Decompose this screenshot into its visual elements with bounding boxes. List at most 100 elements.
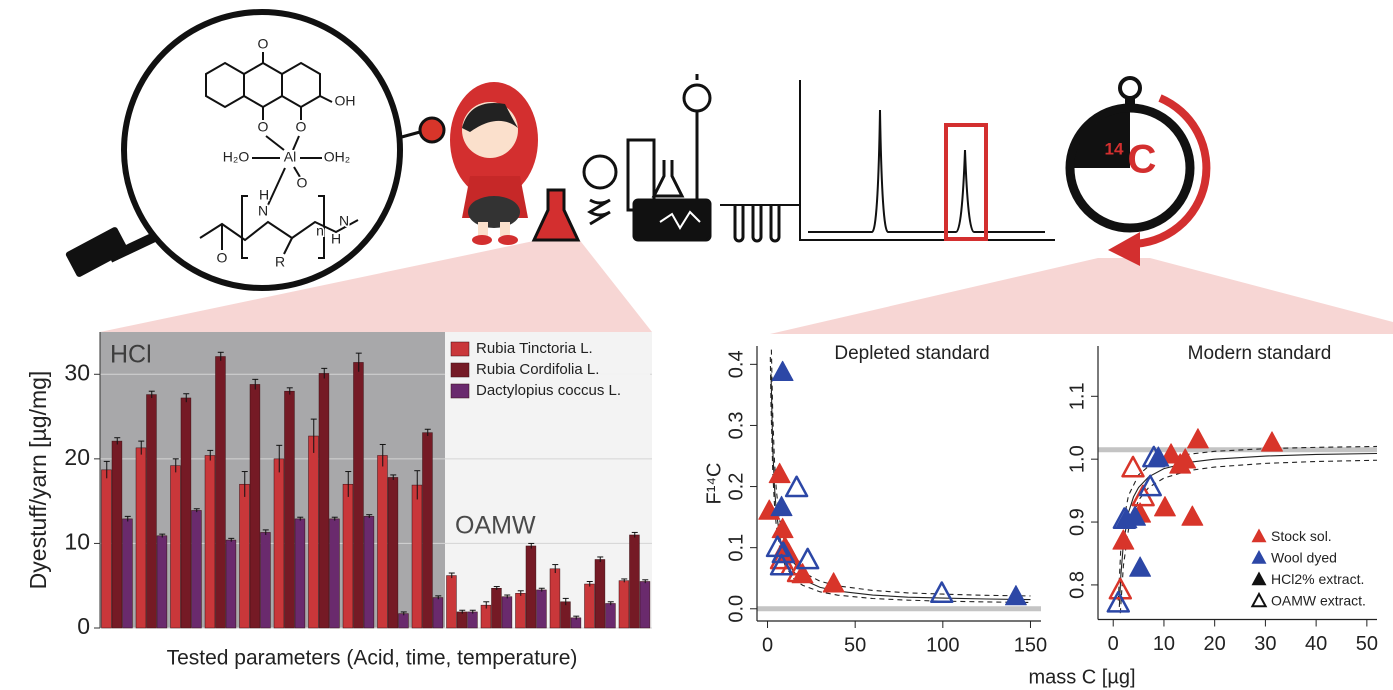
bar	[605, 603, 616, 629]
bar	[411, 484, 423, 629]
error-bar	[483, 601, 490, 609]
data-point	[769, 547, 794, 570]
error-bar	[366, 514, 373, 519]
screen-trace	[659, 210, 701, 230]
flask	[531, 188, 581, 242]
magnifier-lens	[121, 9, 403, 291]
error-bar	[310, 418, 317, 453]
chart-title: Depleted standard	[834, 343, 989, 364]
connector	[100, 238, 652, 332]
y-tick-label: 10	[64, 529, 90, 555]
chromatogram-trace	[808, 109, 1045, 233]
structure-label: O	[258, 119, 269, 135]
x-axis-label: mass C [µg]	[1028, 666, 1135, 688]
data-point	[1112, 529, 1135, 550]
error-bar	[252, 378, 259, 390]
data-point	[770, 495, 793, 517]
leg	[478, 222, 488, 236]
bar	[294, 518, 306, 629]
lab-equipment	[531, 74, 800, 243]
error-bar	[276, 444, 283, 473]
bar	[480, 604, 492, 629]
coil	[587, 198, 611, 226]
bar	[422, 432, 433, 629]
structure-label: O	[258, 36, 269, 52]
fit-curve	[769, 356, 1031, 604]
bar	[618, 580, 630, 629]
bar	[239, 483, 250, 629]
data-point	[771, 517, 794, 539]
legend-marker	[1251, 571, 1267, 586]
instrument	[632, 198, 712, 242]
legend-marker	[1250, 591, 1268, 608]
error-bar	[138, 440, 145, 455]
data-point	[1181, 505, 1204, 526]
y-tick-label: 0.8	[1066, 571, 1088, 599]
legend-swatch	[450, 362, 470, 378]
bar	[191, 510, 202, 629]
magnifier-link	[397, 130, 421, 140]
fit-curve	[770, 373, 1031, 601]
data-point	[1112, 507, 1137, 530]
bar	[273, 458, 285, 629]
bar	[398, 613, 409, 629]
error-bar	[607, 601, 614, 606]
error-bar	[552, 564, 559, 574]
bond	[319, 95, 333, 103]
error-bar	[517, 590, 524, 596]
chromatogram	[799, 80, 1055, 241]
data-point	[769, 553, 794, 576]
bar	[363, 516, 375, 629]
x-tick-label: 30	[1254, 633, 1276, 655]
data-point	[1186, 428, 1209, 449]
x-tick-label: 0	[1108, 633, 1119, 655]
structure-label: O	[297, 175, 308, 191]
bar	[432, 597, 444, 629]
bond	[293, 166, 301, 178]
error-bar	[159, 533, 166, 538]
y-tick-label: 30	[64, 359, 90, 385]
data-point	[1261, 431, 1283, 452]
data-point	[786, 560, 811, 583]
error-bar	[262, 529, 269, 535]
data-point	[1169, 453, 1192, 474]
legend-marker	[1251, 528, 1267, 543]
error-bar	[103, 460, 110, 479]
test-tubes	[733, 205, 781, 243]
structure-label: OH	[335, 93, 356, 109]
y-axis-label: Dyestuff/yarn [µg/mg]	[25, 371, 51, 590]
error-bar	[321, 367, 328, 379]
magnifier-handle	[65, 227, 129, 277]
connector	[770, 258, 1393, 334]
error-bar	[331, 516, 338, 521]
error-bar	[424, 428, 431, 437]
bar	[249, 384, 261, 629]
y-tick-label: 1.1	[1066, 382, 1088, 410]
data-point	[1121, 455, 1145, 478]
x-tick-label: 150	[1014, 634, 1047, 656]
bar	[180, 397, 192, 629]
bar	[594, 559, 606, 629]
error-bar	[538, 587, 545, 592]
bar	[101, 469, 112, 629]
error-bar	[217, 351, 224, 361]
bond	[265, 135, 285, 151]
bar	[456, 611, 468, 629]
y-tick-label: 20	[64, 444, 90, 470]
bar	[377, 455, 388, 629]
bar	[225, 539, 237, 629]
error-bar	[642, 579, 649, 584]
error-bar	[148, 390, 155, 398]
error-bar	[114, 437, 121, 445]
hair	[462, 103, 518, 132]
error-bar	[400, 611, 407, 616]
isotope-mass: 14	[1105, 139, 1124, 158]
y-tick-label: 0	[77, 613, 90, 639]
stopwatch-crown	[1118, 76, 1142, 100]
structure-label: O	[217, 250, 228, 266]
bar	[156, 535, 168, 629]
bar	[639, 581, 651, 629]
legend-marker	[1251, 549, 1267, 564]
chemical-structure	[199, 52, 359, 259]
